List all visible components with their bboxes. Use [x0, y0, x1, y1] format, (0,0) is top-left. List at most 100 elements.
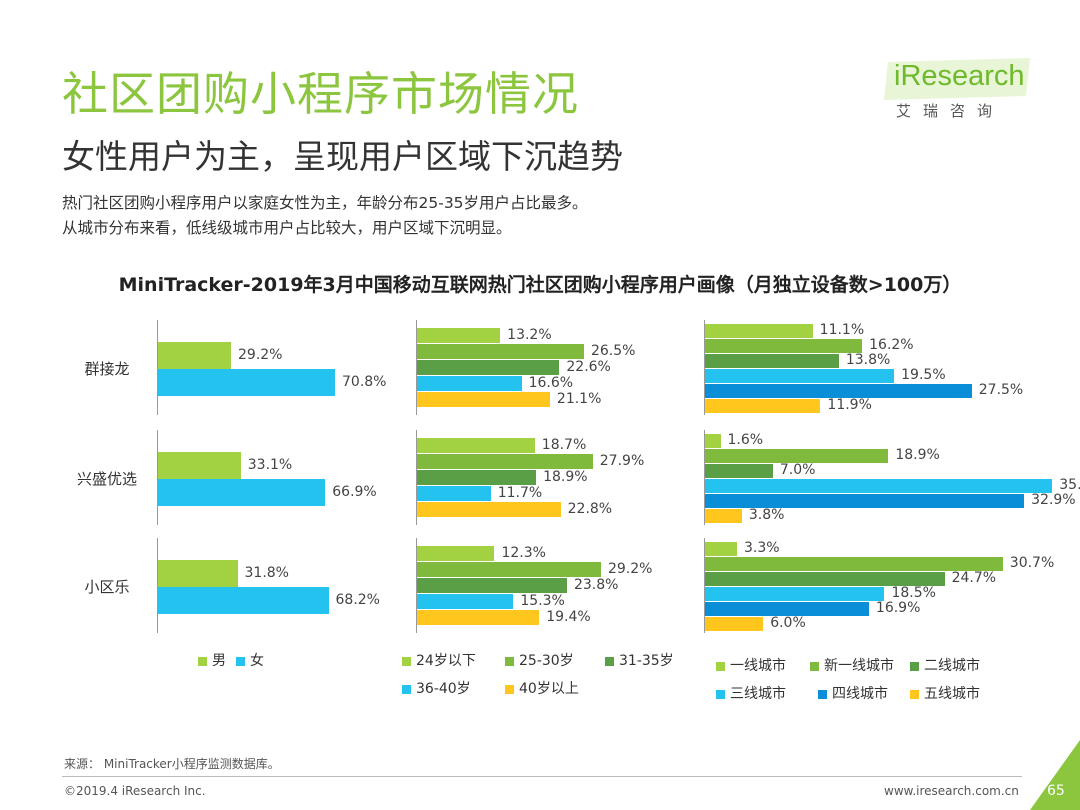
logo-chinese: 艾瑞咨询 — [896, 102, 1005, 120]
bar — [705, 542, 737, 556]
legend-item-new-tier1: 新一线城市 — [810, 655, 894, 675]
data-label: 7.0% — [779, 462, 816, 478]
category-label: 小区乐 — [84, 577, 130, 596]
legend-item-tier1: 一线城市 — [716, 655, 786, 675]
bar — [158, 342, 231, 369]
bar — [417, 546, 495, 561]
data-label: 27.9% — [599, 452, 645, 469]
page-subtitle: 女性用户为主，呈现用户区域下沉趋势 — [62, 137, 623, 176]
bar — [417, 578, 567, 593]
data-label: 33.1% — [247, 456, 293, 473]
bar — [417, 502, 561, 517]
bar — [705, 479, 1053, 493]
legend-item-female: 女 — [236, 650, 264, 670]
copyright: ©2019.4 iResearch Inc. — [64, 784, 206, 798]
bar — [158, 587, 329, 614]
bar — [417, 328, 501, 343]
data-label: 16.2% — [869, 337, 914, 353]
y-axis-line — [416, 538, 417, 633]
legend-item-tier5: 五线城市 — [910, 683, 980, 703]
bar — [705, 384, 972, 398]
y-axis-line — [416, 430, 417, 525]
data-label: 29.2% — [238, 346, 283, 363]
bar — [417, 562, 601, 577]
iresearch-logo: iResearch 艾瑞咨询 — [880, 56, 1040, 126]
legend-item-age-under24: 24岁以下 — [402, 650, 476, 670]
bar — [705, 494, 1025, 508]
legend-item-age-36-40: 36-40岁 — [402, 678, 471, 698]
data-label: 18.5% — [891, 585, 936, 601]
legend-item-age-31-35: 31-35岁 — [605, 650, 674, 670]
data-label: 22.8% — [567, 500, 613, 517]
bar — [705, 602, 869, 616]
bar — [417, 360, 560, 375]
source-note: 来源： MiniTracker小程序监测数据库。 — [64, 757, 280, 771]
bar — [417, 610, 540, 625]
data-label: 27.5% — [978, 382, 1024, 398]
bar — [705, 617, 764, 631]
data-label: 29.2% — [607, 560, 653, 577]
data-label: 16.9% — [875, 600, 921, 616]
data-label: 26.5% — [590, 342, 636, 359]
data-label: 19.4% — [546, 608, 591, 625]
bar — [705, 557, 1003, 571]
category-label: 兴盛优选 — [76, 469, 137, 488]
data-label: 70.8% — [342, 373, 387, 390]
logo-wordmark: iResearch — [894, 60, 1025, 92]
data-label: 18.9% — [543, 468, 588, 485]
legend-item-tier2: 二线城市 — [910, 655, 980, 675]
y-axis-line — [157, 320, 158, 415]
data-label: 31.8% — [244, 564, 289, 581]
website-link[interactable]: www.iresearch.com.cn — [884, 784, 1019, 798]
data-label: 3.8% — [748, 507, 785, 523]
bar — [705, 449, 889, 463]
y-axis-line — [704, 320, 705, 415]
data-label: 22.6% — [566, 358, 611, 375]
bar — [417, 344, 584, 359]
data-label: 16.6% — [528, 374, 574, 391]
bar — [158, 479, 326, 506]
page-title: 社区团购小程序市场情况 — [62, 67, 579, 121]
footer-divider — [62, 776, 1022, 777]
data-label: 1.6% — [727, 432, 764, 448]
data-label: 18.9% — [895, 447, 940, 463]
data-label: 23.8% — [573, 576, 619, 593]
data-label: 24.7% — [951, 570, 997, 586]
bar — [417, 454, 593, 469]
y-axis-line — [704, 430, 705, 525]
data-label: 13.2% — [507, 326, 552, 343]
data-label: 3.3% — [744, 540, 780, 556]
y-axis-line — [157, 430, 158, 525]
bar — [705, 587, 885, 601]
bar — [158, 452, 241, 479]
legend-item-tier4: 四线城市 — [818, 683, 888, 703]
bar — [705, 399, 821, 413]
data-label: 12.3% — [501, 544, 546, 561]
legend-swatch — [236, 656, 245, 666]
y-axis-line — [157, 538, 158, 633]
data-label: 6.0% — [770, 615, 806, 631]
legend-item-male: 男 — [198, 650, 226, 670]
bar — [705, 369, 895, 383]
category-label: 群接龙 — [84, 359, 130, 378]
y-axis-line — [416, 320, 417, 415]
bar — [705, 324, 813, 338]
bar — [417, 486, 491, 501]
data-label: 11.1% — [819, 322, 865, 338]
data-label: 19.5% — [901, 367, 946, 383]
data-label: 30.7% — [1009, 555, 1055, 571]
data-label: 18.7% — [541, 436, 587, 453]
bar — [705, 434, 721, 448]
data-label: 21.1% — [556, 390, 602, 407]
legend-item-age-25-30: 25-30岁 — [505, 650, 574, 670]
page-corner-decoration — [1030, 740, 1080, 810]
bar — [417, 594, 514, 609]
data-label: 35.8% — [1059, 477, 1080, 493]
data-label: 11.7% — [497, 484, 543, 501]
y-axis-line — [704, 538, 705, 633]
chart-title: MiniTracker-2019年3月中国移动互联网热门社区团购小程序用户画像（… — [118, 274, 962, 296]
bar — [705, 509, 742, 523]
data-label: 66.9% — [332, 483, 377, 500]
bar — [158, 369, 335, 396]
data-label: 13.8% — [845, 352, 891, 368]
